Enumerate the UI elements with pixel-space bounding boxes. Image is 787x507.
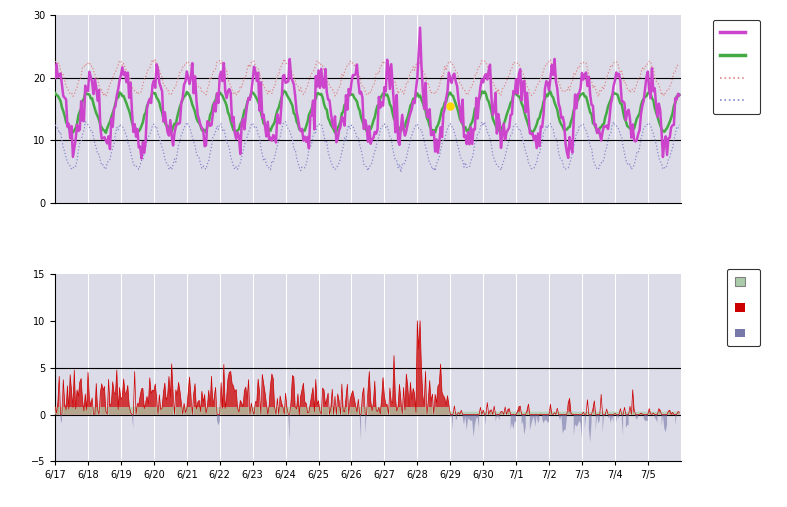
Legend: , , , : , , ,: [713, 20, 760, 114]
Legend: , , : , ,: [727, 269, 760, 346]
